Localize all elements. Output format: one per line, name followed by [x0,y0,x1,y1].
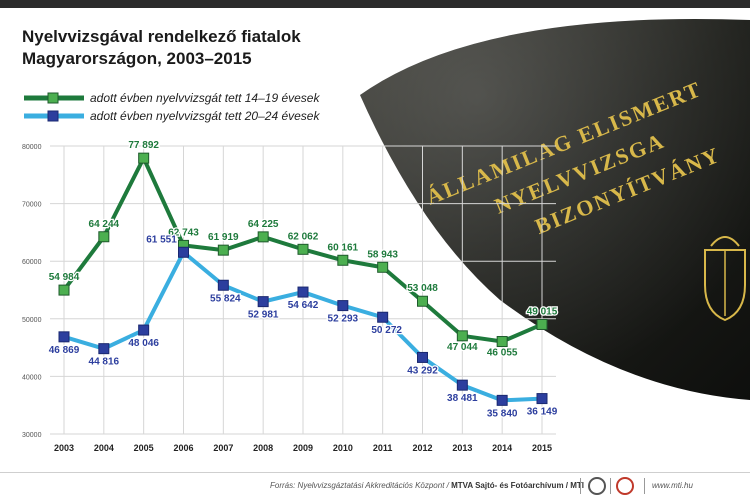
x-tick-label: 2008 [253,443,273,453]
data-label-1: 46 869 [49,345,80,356]
x-tick-label: 2006 [173,443,193,453]
x-tick-label: 2010 [333,443,353,453]
chart-title: Nyelvvizsgával rendelkező fiatalok Magya… [22,27,301,68]
data-label-1: 44 816 [89,357,120,368]
footer: Forrás: Nyelvvizsgáztatási Akkreditációs… [0,472,750,501]
data-label-1: 55 824 [210,293,241,304]
y-tick-label: 30000 [22,432,42,439]
footer-divider [644,478,645,494]
data-point-0 [297,243,309,255]
data-point-0 [257,231,269,243]
legend-label-20-24: adott évben nyelvvizsgát tett 20–24 éves… [90,109,320,123]
data-label-1: 48 046 [128,338,159,349]
data-point-1 [178,246,189,258]
data-point-0 [536,318,548,330]
data-label-0: 62 062 [288,231,319,242]
data-label-0: 61 919 [208,232,239,243]
data-label-0: 64 225 [248,219,279,230]
data-point-1 [377,311,389,323]
line-chart: 30000 40000 50000 60000 70000 80000 2003 2004 20… [22,139,559,453]
data-point-0 [98,231,110,243]
x-tick-label: 2005 [134,443,154,453]
legend-swatch-blue [24,110,84,122]
data-label-1: 38 481 [447,393,478,404]
top-bar [0,0,750,8]
x-tick-label: 2003 [54,443,74,453]
data-label-1: 35 840 [487,408,518,419]
data-point-1 [417,351,428,363]
data-label-0: 49 015 [527,306,558,317]
y-tick-label: 50000 [22,317,42,324]
x-tick-label: 2013 [452,443,472,453]
data-point-1 [496,394,508,406]
x-tick-label: 2015 [532,443,552,453]
data-label-1: 43 292 [407,365,438,376]
data-point-0 [138,152,150,164]
x-tick-label: 2014 [492,443,512,453]
data-label-1: 52 981 [248,310,279,321]
data-label-0: 77 892 [128,140,159,151]
source-bold: MTVA Sajtó- és Fotóarchívum / MTI [451,481,584,490]
data-point-0 [337,254,349,266]
x-tick-label: 2004 [94,443,114,453]
data-label-0: 62 743 [168,227,199,238]
y-tick-label: 70000 [22,202,42,209]
data-label-0: 46 055 [487,348,518,359]
mti-logo-icon [616,477,634,495]
data-point-0 [58,284,70,296]
coat-of-arms-icon [704,236,746,322]
source-text: Forrás: Nyelvvizsgáztatási Akkreditációs… [270,481,584,490]
x-tick-label: 2007 [213,443,233,453]
data-point-0 [417,295,428,307]
data-label-0: 64 244 [89,219,120,230]
data-point-1 [297,286,309,298]
data-point-0 [377,261,389,273]
data-point-0 [496,336,508,348]
data-label-1: 54 642 [288,300,319,311]
y-tick-label: 80000 [22,144,42,151]
data-point-1 [456,379,468,391]
data-label-0: 54 984 [49,272,80,283]
x-tick-label: 2009 [293,443,313,453]
data-point-1 [257,296,269,308]
legend-label-14-19: adott évben nyelvvizsgát tett 14–19 éves… [90,91,320,105]
y-tick-label: 40000 [22,374,42,381]
data-point-1 [58,331,70,343]
x-tick-label: 2012 [412,443,432,453]
mtva-logo-icon [588,477,606,495]
data-point-0 [217,244,229,256]
footer-divider [580,478,581,494]
data-label-1: 50 272 [371,325,402,336]
data-label-0: 47 044 [447,342,478,353]
data-point-1 [138,324,150,336]
data-point-1 [536,393,548,405]
footer-divider [610,478,611,494]
source-prefix: Forrás: Nyelvvizsgáztatási Akkreditációs… [269,481,452,490]
x-tick-label: 2011 [373,443,393,453]
data-label-0: 58 943 [367,249,398,260]
data-point-1 [337,300,349,312]
certificate-photo: ÁLLAMILAG ELISMERT NYELVVIZSGA BIZONYÍTV… [360,18,750,400]
data-point-1 [98,343,110,355]
data-label-1: 61 551 [146,234,177,245]
data-label-0: 53 048 [407,283,438,294]
data-point-0 [456,330,468,342]
data-label-1: 52 293 [328,314,359,325]
data-point-1 [217,279,229,291]
data-label-0: 60 161 [328,242,359,253]
data-label-1: 36 149 [527,407,558,418]
y-tick-label: 60000 [22,259,42,266]
website-link[interactable]: www.mti.hu [652,481,693,490]
legend-swatch-green [24,92,84,104]
